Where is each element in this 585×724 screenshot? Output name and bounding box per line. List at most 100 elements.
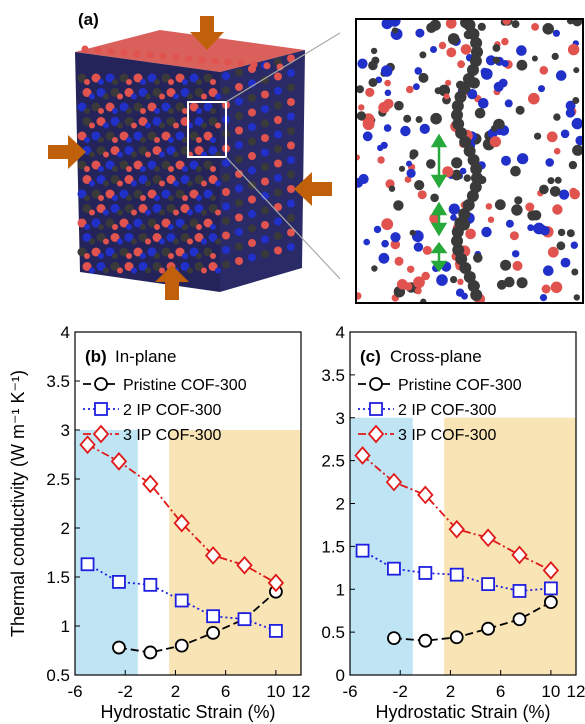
atom <box>261 76 269 84</box>
atom <box>161 189 171 199</box>
atom <box>89 93 95 100</box>
atom <box>511 204 523 216</box>
atom <box>147 247 157 257</box>
data-point-diamond <box>267 573 285 593</box>
x-tick-label: -2 <box>393 682 408 701</box>
atom <box>133 102 143 112</box>
atom <box>105 102 115 112</box>
data-point-square <box>355 543 370 558</box>
atom <box>215 267 221 274</box>
atom <box>377 156 385 164</box>
atom <box>287 127 295 135</box>
data-point-circle <box>268 584 283 599</box>
atom <box>210 195 216 201</box>
atom <box>187 209 193 216</box>
atom <box>455 253 468 265</box>
atom <box>145 267 151 274</box>
atom <box>459 136 472 148</box>
atom <box>528 92 540 105</box>
atom <box>463 271 476 283</box>
atom <box>429 213 441 224</box>
y-tick-label: 4 <box>336 323 345 342</box>
atom <box>551 52 559 61</box>
atom <box>175 160 185 170</box>
atom <box>447 33 460 45</box>
atom <box>539 66 549 75</box>
atom <box>516 45 527 56</box>
atom <box>173 151 179 158</box>
atom <box>552 204 563 215</box>
atom <box>274 87 282 95</box>
atom <box>567 43 580 56</box>
x-axis-label: Hydrostatic Strain (%) <box>375 702 550 722</box>
atom <box>377 144 384 152</box>
atom <box>189 131 199 141</box>
atom <box>182 137 188 143</box>
atom <box>492 56 500 64</box>
x-tick-label: 2 <box>446 682 455 701</box>
atom <box>287 54 295 63</box>
atom <box>203 102 213 112</box>
atom <box>91 131 101 141</box>
atom <box>553 147 561 155</box>
atom <box>287 83 295 92</box>
atom <box>208 175 218 184</box>
atom <box>248 123 256 131</box>
atom <box>445 20 457 29</box>
x-tick-label: 12 <box>292 682 311 701</box>
atom <box>110 262 120 271</box>
atom <box>161 131 171 141</box>
atom <box>451 100 464 112</box>
atom <box>196 137 202 143</box>
atom <box>569 189 580 200</box>
chart-b: 0.5 1 1.5 2 2.5 3 3.5 4 -6 -2 2 6 10 12 Hydrostatic St… <box>8 323 310 722</box>
x-tick-label: 10 <box>541 682 560 701</box>
atom <box>103 151 109 158</box>
atom <box>112 195 118 201</box>
atom <box>470 37 483 49</box>
panel-a-label: (a) <box>78 10 99 29</box>
data-point-circle <box>543 595 558 610</box>
atom <box>365 87 375 97</box>
atom <box>496 128 503 136</box>
atom <box>390 232 401 243</box>
atom <box>235 257 243 265</box>
atom <box>436 274 448 286</box>
atom <box>133 131 143 141</box>
atom <box>77 73 87 83</box>
data-point-diamond <box>204 546 222 565</box>
atom <box>211 57 219 65</box>
atom <box>222 173 230 182</box>
atom <box>530 210 542 221</box>
atom <box>210 253 216 259</box>
atom <box>77 189 87 199</box>
atom <box>534 132 542 140</box>
atom <box>91 160 101 170</box>
atom <box>224 58 232 66</box>
atom <box>419 123 430 134</box>
atom <box>357 154 360 161</box>
x-tick-label: 6 <box>496 682 505 701</box>
atom <box>84 108 90 114</box>
atom <box>159 93 165 100</box>
atom <box>248 166 256 175</box>
atom <box>152 204 162 213</box>
atom <box>133 50 141 58</box>
atom <box>418 72 429 83</box>
atom <box>492 44 501 52</box>
compressive-strain-band <box>350 417 413 675</box>
atom <box>368 60 378 71</box>
atom <box>203 131 213 141</box>
cube-top-face <box>75 30 305 72</box>
zoom-region-box <box>187 101 227 158</box>
atom <box>393 200 404 211</box>
atom <box>110 204 120 213</box>
atom <box>147 218 157 228</box>
atom <box>261 235 269 244</box>
atom <box>96 117 106 126</box>
atom <box>189 247 199 257</box>
atom <box>539 294 548 302</box>
atom <box>126 79 132 85</box>
atom <box>194 117 204 126</box>
atom <box>126 166 132 172</box>
